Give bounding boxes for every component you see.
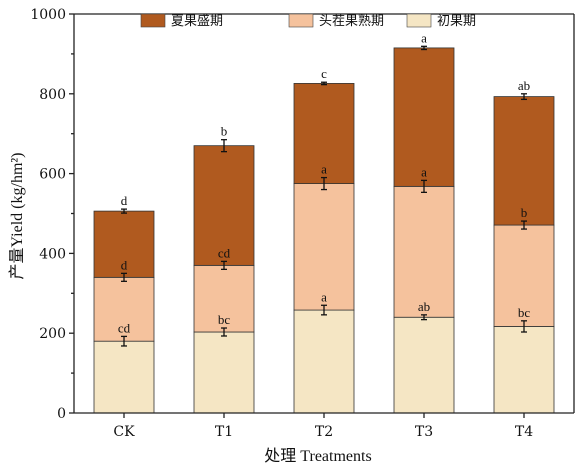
significance-letter: bc — [218, 312, 231, 327]
legend: 夏果盛期 头茬果熟期 初果期 — [140, 13, 476, 29]
legend-swatch — [140, 13, 166, 28]
significance-letter: d — [121, 193, 128, 208]
bar-T1-series-0 — [193, 331, 255, 414]
bar-CK-series-0 — [93, 340, 155, 414]
y-tick-label: 400 — [39, 246, 66, 262]
x-tick-label: T2 — [315, 424, 333, 440]
bar-T1-series-2 — [193, 145, 255, 266]
letters-layer: cd d d bc cd b a a c ab a a bc b ab — [118, 30, 531, 335]
significance-letter: b — [221, 124, 228, 139]
bar-T3-series-0 — [393, 316, 455, 414]
bar-T2-series-1 — [293, 183, 355, 311]
bar-T2-series-0 — [293, 309, 355, 414]
x-tick-label: T3 — [415, 424, 433, 440]
significance-letter: a — [421, 164, 427, 179]
significance-letter: cd — [118, 320, 131, 335]
bar-CK-series-2 — [93, 210, 155, 278]
y-tick-label: 0 — [57, 406, 66, 422]
bar-T4-series-0 — [493, 326, 555, 414]
y-tick-label: 600 — [39, 167, 66, 183]
legend-label: 夏果盛期 — [171, 14, 223, 29]
bars-layer — [93, 47, 555, 414]
y-tick-label: 200 — [39, 326, 66, 342]
significance-letter: cd — [218, 245, 231, 260]
significance-letter: bc — [518, 305, 531, 320]
significance-letter: a — [421, 30, 427, 45]
significance-letter: ab — [418, 299, 430, 314]
significance-letter: c — [321, 66, 327, 81]
legend-label: 头茬果熟期 — [319, 13, 384, 29]
bar-CK-series-1 — [93, 276, 155, 342]
significance-letter: a — [321, 162, 327, 177]
significance-letter: b — [521, 205, 528, 220]
y-axis-title: 产量Yield (kg/hm²) — [8, 152, 26, 279]
x-tick-label: T4 — [515, 424, 533, 440]
x-axis-title: 处理 Treatments — [264, 447, 371, 465]
legend-swatch — [288, 13, 314, 28]
legend-label: 初果期 — [437, 14, 476, 29]
significance-letter: a — [321, 289, 327, 304]
significance-letter: d — [121, 257, 128, 272]
y-tick-label: 800 — [39, 87, 66, 103]
bar-T4-series-1 — [493, 224, 555, 327]
bar-T2-series-2 — [293, 83, 355, 184]
y-tick-label: 1000 — [30, 7, 66, 23]
legend-swatch — [406, 13, 432, 28]
bar-T3-series-1 — [393, 185, 455, 318]
axes-layer: 0 200 400 600 800 1000 CK T1 T2 T3 T4 — [30, 7, 575, 440]
error-bars-layer — [121, 45, 527, 347]
x-tick-label: CK — [113, 424, 135, 440]
significance-letter: ab — [518, 78, 530, 93]
x-tick-label: T1 — [215, 424, 233, 440]
